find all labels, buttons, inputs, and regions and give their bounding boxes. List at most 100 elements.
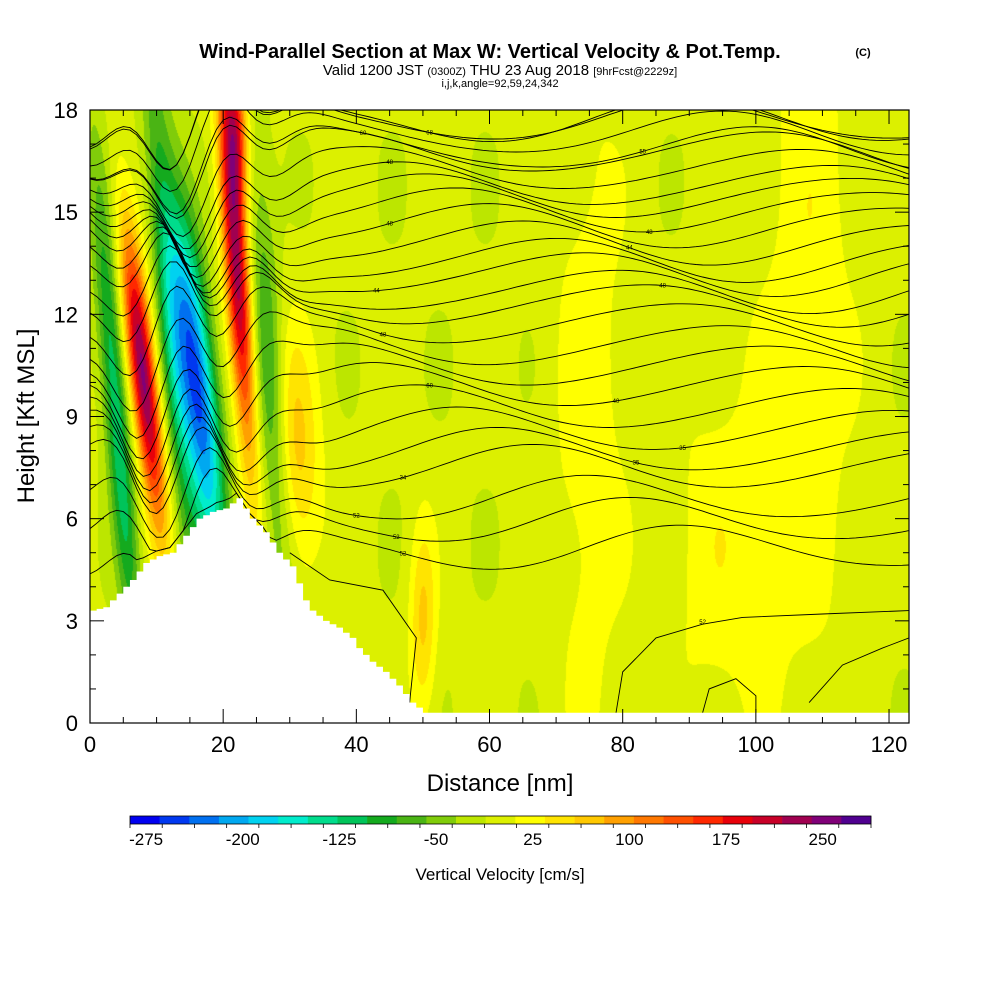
- x-axis-label: Distance [nm]: [427, 770, 574, 797]
- forecast-info: [9hrFcst@2229z]: [593, 66, 677, 78]
- colorbar-swatch: [782, 816, 813, 824]
- chart-subtitle: Valid 1200 JST (0300Z) THU 23 Aug 2018 […: [323, 62, 677, 79]
- theta-contour-line: [90, 426, 909, 515]
- theta-contour-line: [90, 416, 909, 504]
- theta-contour-label: 44: [373, 289, 380, 295]
- theta-contour-line: [90, 492, 909, 575]
- theta-contour-label: 52: [353, 514, 360, 520]
- theta-contour-line: [90, 340, 909, 439]
- theta-contour-label: 40: [613, 399, 620, 405]
- theta-contour-line: [90, 384, 909, 477]
- theta-contour-label: 52: [699, 620, 706, 626]
- colorbar-swatch: [574, 816, 605, 824]
- x-tick-label: 100: [737, 732, 774, 757]
- copyright-mark: (C): [855, 47, 871, 59]
- colorbar-swatch: [485, 816, 516, 824]
- theta-contour-label: 48: [380, 332, 387, 338]
- colorbar-swatch: [337, 816, 368, 824]
- colorbar-swatch: [633, 816, 664, 824]
- colorbar-swatch: [218, 816, 249, 824]
- y-tick-label: 0: [66, 711, 78, 736]
- theta-contour-line: [90, 124, 909, 220]
- colorbar-swatch: [248, 816, 279, 824]
- theta-contour-label: 68: [426, 131, 433, 137]
- colorbar-swatch: [515, 816, 546, 824]
- theta-contour-label: 34: [400, 476, 407, 482]
- y-tick-label: 12: [54, 302, 78, 327]
- y-axis-label: Height [Kft MSL]: [13, 329, 40, 504]
- colorbar-tick-label: -275: [129, 830, 163, 849]
- theta-contour-label: 35: [633, 461, 640, 467]
- theta-contour-line: [90, 245, 909, 317]
- theta-contour-line: [90, 203, 909, 279]
- colorbar-frame: [129, 815, 872, 825]
- theta-contour-label: 48: [386, 221, 393, 227]
- terrain-mask: [90, 498, 909, 723]
- theta-contour-line: [90, 362, 909, 460]
- theta-contour-line: [289, 552, 417, 703]
- x-tick-label: 60: [477, 732, 501, 757]
- theta-contour-line: [615, 610, 909, 713]
- theta-contour-line: [90, 110, 909, 171]
- x-tick-label: 120: [871, 732, 908, 757]
- theta-contour-line: [90, 467, 909, 552]
- theta-contour-line: [90, 220, 909, 287]
- colorbar-swatch: [722, 816, 753, 824]
- colorbar-swatch: [604, 816, 635, 824]
- colorbar-swatch: [367, 816, 398, 824]
- colorbar-swatch: [396, 816, 427, 824]
- y-tick-label: 9: [66, 405, 78, 430]
- colorbar-swatch: [693, 816, 724, 824]
- chart-title: Wind-Parallel Section at Max W: Vertical…: [199, 41, 780, 63]
- theta-contour-label: 52: [393, 535, 400, 541]
- colorbar-tick-label: 250: [808, 830, 836, 849]
- theta-contour-label: 48: [659, 283, 666, 289]
- theta-contour-label: 48: [646, 230, 653, 236]
- colorbar-swatch: [663, 816, 694, 824]
- theta-contour-line: [90, 173, 909, 259]
- colorbar-swatch: [159, 816, 190, 824]
- plot-area: 5252523435356040484844444848486055685852…: [54, 98, 910, 757]
- colorbar-swatch: [130, 816, 160, 824]
- y-tick-label: 6: [66, 507, 78, 532]
- theta-contour-line: [90, 226, 909, 294]
- colorbar-swatch: [841, 816, 872, 824]
- theta-contour-line: [90, 110, 909, 170]
- colorbar-swatch: [278, 816, 309, 824]
- valid-time: Valid 1200 JST: [323, 62, 423, 79]
- colorbar-tick-label: 100: [615, 830, 643, 849]
- grid-indices: i,j,k,angle=92,59,24,342: [441, 78, 558, 90]
- y-tick-label: 15: [54, 200, 78, 225]
- colorbar-label: Vertical Velocity [cm/s]: [415, 865, 584, 884]
- colorbar: -275 -200 -125 -50 25 100 175 250: [129, 815, 872, 849]
- theta-contour-label: 55: [639, 149, 646, 155]
- theta-contour-line: [90, 110, 909, 192]
- colorbar-swatch: [752, 816, 783, 824]
- valid-utc: (0300Z): [427, 66, 466, 78]
- theta-contour-line: [702, 678, 757, 713]
- theta-contour-label: 52: [400, 551, 407, 557]
- theta-contour-line: [90, 116, 909, 215]
- colorbar-swatch: [811, 816, 842, 824]
- colorbar-tick-label: -200: [226, 830, 260, 849]
- colorbar-swatch: [456, 816, 486, 824]
- theta-contour-line: [90, 311, 909, 412]
- x-tick-label: 0: [84, 732, 96, 757]
- theta-contour-line: [808, 637, 909, 703]
- colorbar-tick-label: 175: [712, 830, 740, 849]
- theta-contour-label: 58: [653, 98, 660, 104]
- x-tick-label: 20: [211, 732, 235, 757]
- potential-temperature-contours: 52 52 52 34 35 35 60 40 48 48 44 44 48 48 48 60 55 68 58 52: [90, 98, 909, 713]
- theta-contour-line: [90, 161, 909, 249]
- theta-contour-line: [90, 447, 909, 538]
- theta-contour-line: [90, 146, 909, 237]
- axis-ticks: 0 20 40 60 80 100 120 0 3 6 9 12 15 18: [54, 98, 909, 757]
- theta-contour-label: 60: [426, 383, 433, 389]
- theta-contour-label: 60: [360, 131, 367, 137]
- theta-contour-line: [90, 261, 909, 343]
- x-tick-label: 80: [610, 732, 634, 757]
- theta-contour-label: 35: [679, 446, 686, 452]
- colorbar-swatch: [189, 816, 220, 824]
- colorbar-tick-label: 25: [523, 830, 542, 849]
